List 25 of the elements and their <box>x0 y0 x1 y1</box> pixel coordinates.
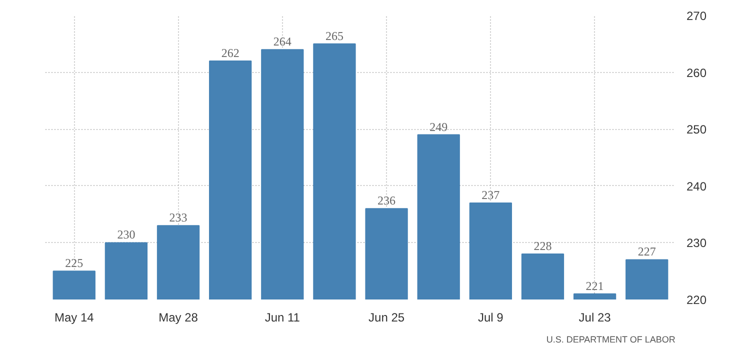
y-tick-label: 260 <box>686 66 707 80</box>
data-label: 249 <box>430 120 448 134</box>
x-tick-label: May 14 <box>54 310 94 324</box>
y-tick-label: 220 <box>686 293 707 307</box>
data-label: 230 <box>117 228 136 242</box>
y-tick-label: 230 <box>686 236 707 250</box>
data-label: 262 <box>221 46 240 60</box>
y-tick-label: 250 <box>686 122 707 137</box>
data-label: 237 <box>482 188 500 202</box>
data-label: 264 <box>273 34 292 49</box>
y-tick-label: 240 <box>686 179 707 194</box>
data-label: 233 <box>169 210 188 225</box>
data-label: 265 <box>325 28 344 43</box>
x-tick-label: May 28 <box>158 310 198 324</box>
x-tick-label: Jul 23 <box>578 310 612 324</box>
text: U.S. DEPARTMENT OF LABOR <box>546 334 676 344</box>
x-tick-label: Jun 25 <box>368 310 405 324</box>
x-tick-label: Jun 11 <box>264 310 300 324</box>
data-label: 227 <box>638 244 656 259</box>
x-tick-label: Jul 9 <box>478 310 504 324</box>
data-label: 236 <box>378 194 396 208</box>
data-label: 225 <box>65 256 84 270</box>
y-tick-label: 270 <box>686 9 707 23</box>
data-label: 221 <box>586 278 604 293</box>
data-label: 228 <box>534 239 552 254</box>
